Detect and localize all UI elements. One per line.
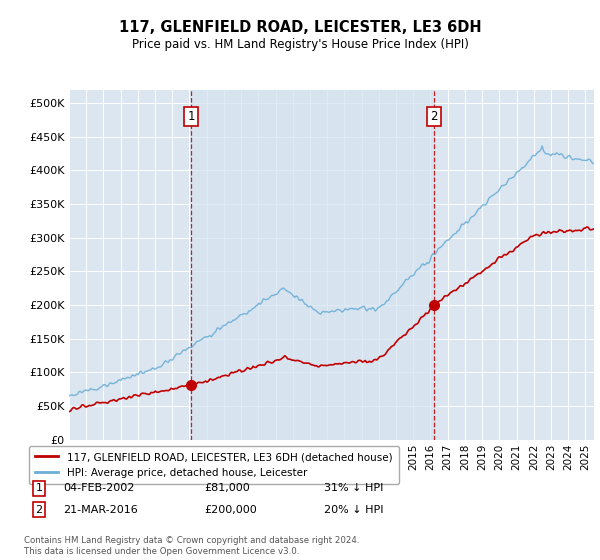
Text: 117, GLENFIELD ROAD, LEICESTER, LE3 6DH: 117, GLENFIELD ROAD, LEICESTER, LE3 6DH [119, 20, 481, 35]
Text: 21-MAR-2016: 21-MAR-2016 [63, 505, 138, 515]
Bar [191, 90, 434, 440]
Text: 20% ↓ HPI: 20% ↓ HPI [324, 505, 383, 515]
Text: 31% ↓ HPI: 31% ↓ HPI [324, 483, 383, 493]
Text: £200,000: £200,000 [204, 505, 257, 515]
Text: 04-FEB-2002: 04-FEB-2002 [63, 483, 134, 493]
Text: 2: 2 [35, 505, 43, 515]
Text: 1: 1 [187, 110, 195, 123]
Legend: 117, GLENFIELD ROAD, LEICESTER, LE3 6DH (detached house), HPI: Average price, de: 117, GLENFIELD ROAD, LEICESTER, LE3 6DH … [29, 446, 398, 484]
Text: Contains HM Land Registry data © Crown copyright and database right 2024.
This d: Contains HM Land Registry data © Crown c… [24, 536, 359, 556]
Text: £81,000: £81,000 [204, 483, 250, 493]
Text: 1: 1 [35, 483, 43, 493]
Text: Price paid vs. HM Land Registry's House Price Index (HPI): Price paid vs. HM Land Registry's House … [131, 38, 469, 50]
Text: 2: 2 [431, 110, 438, 123]
